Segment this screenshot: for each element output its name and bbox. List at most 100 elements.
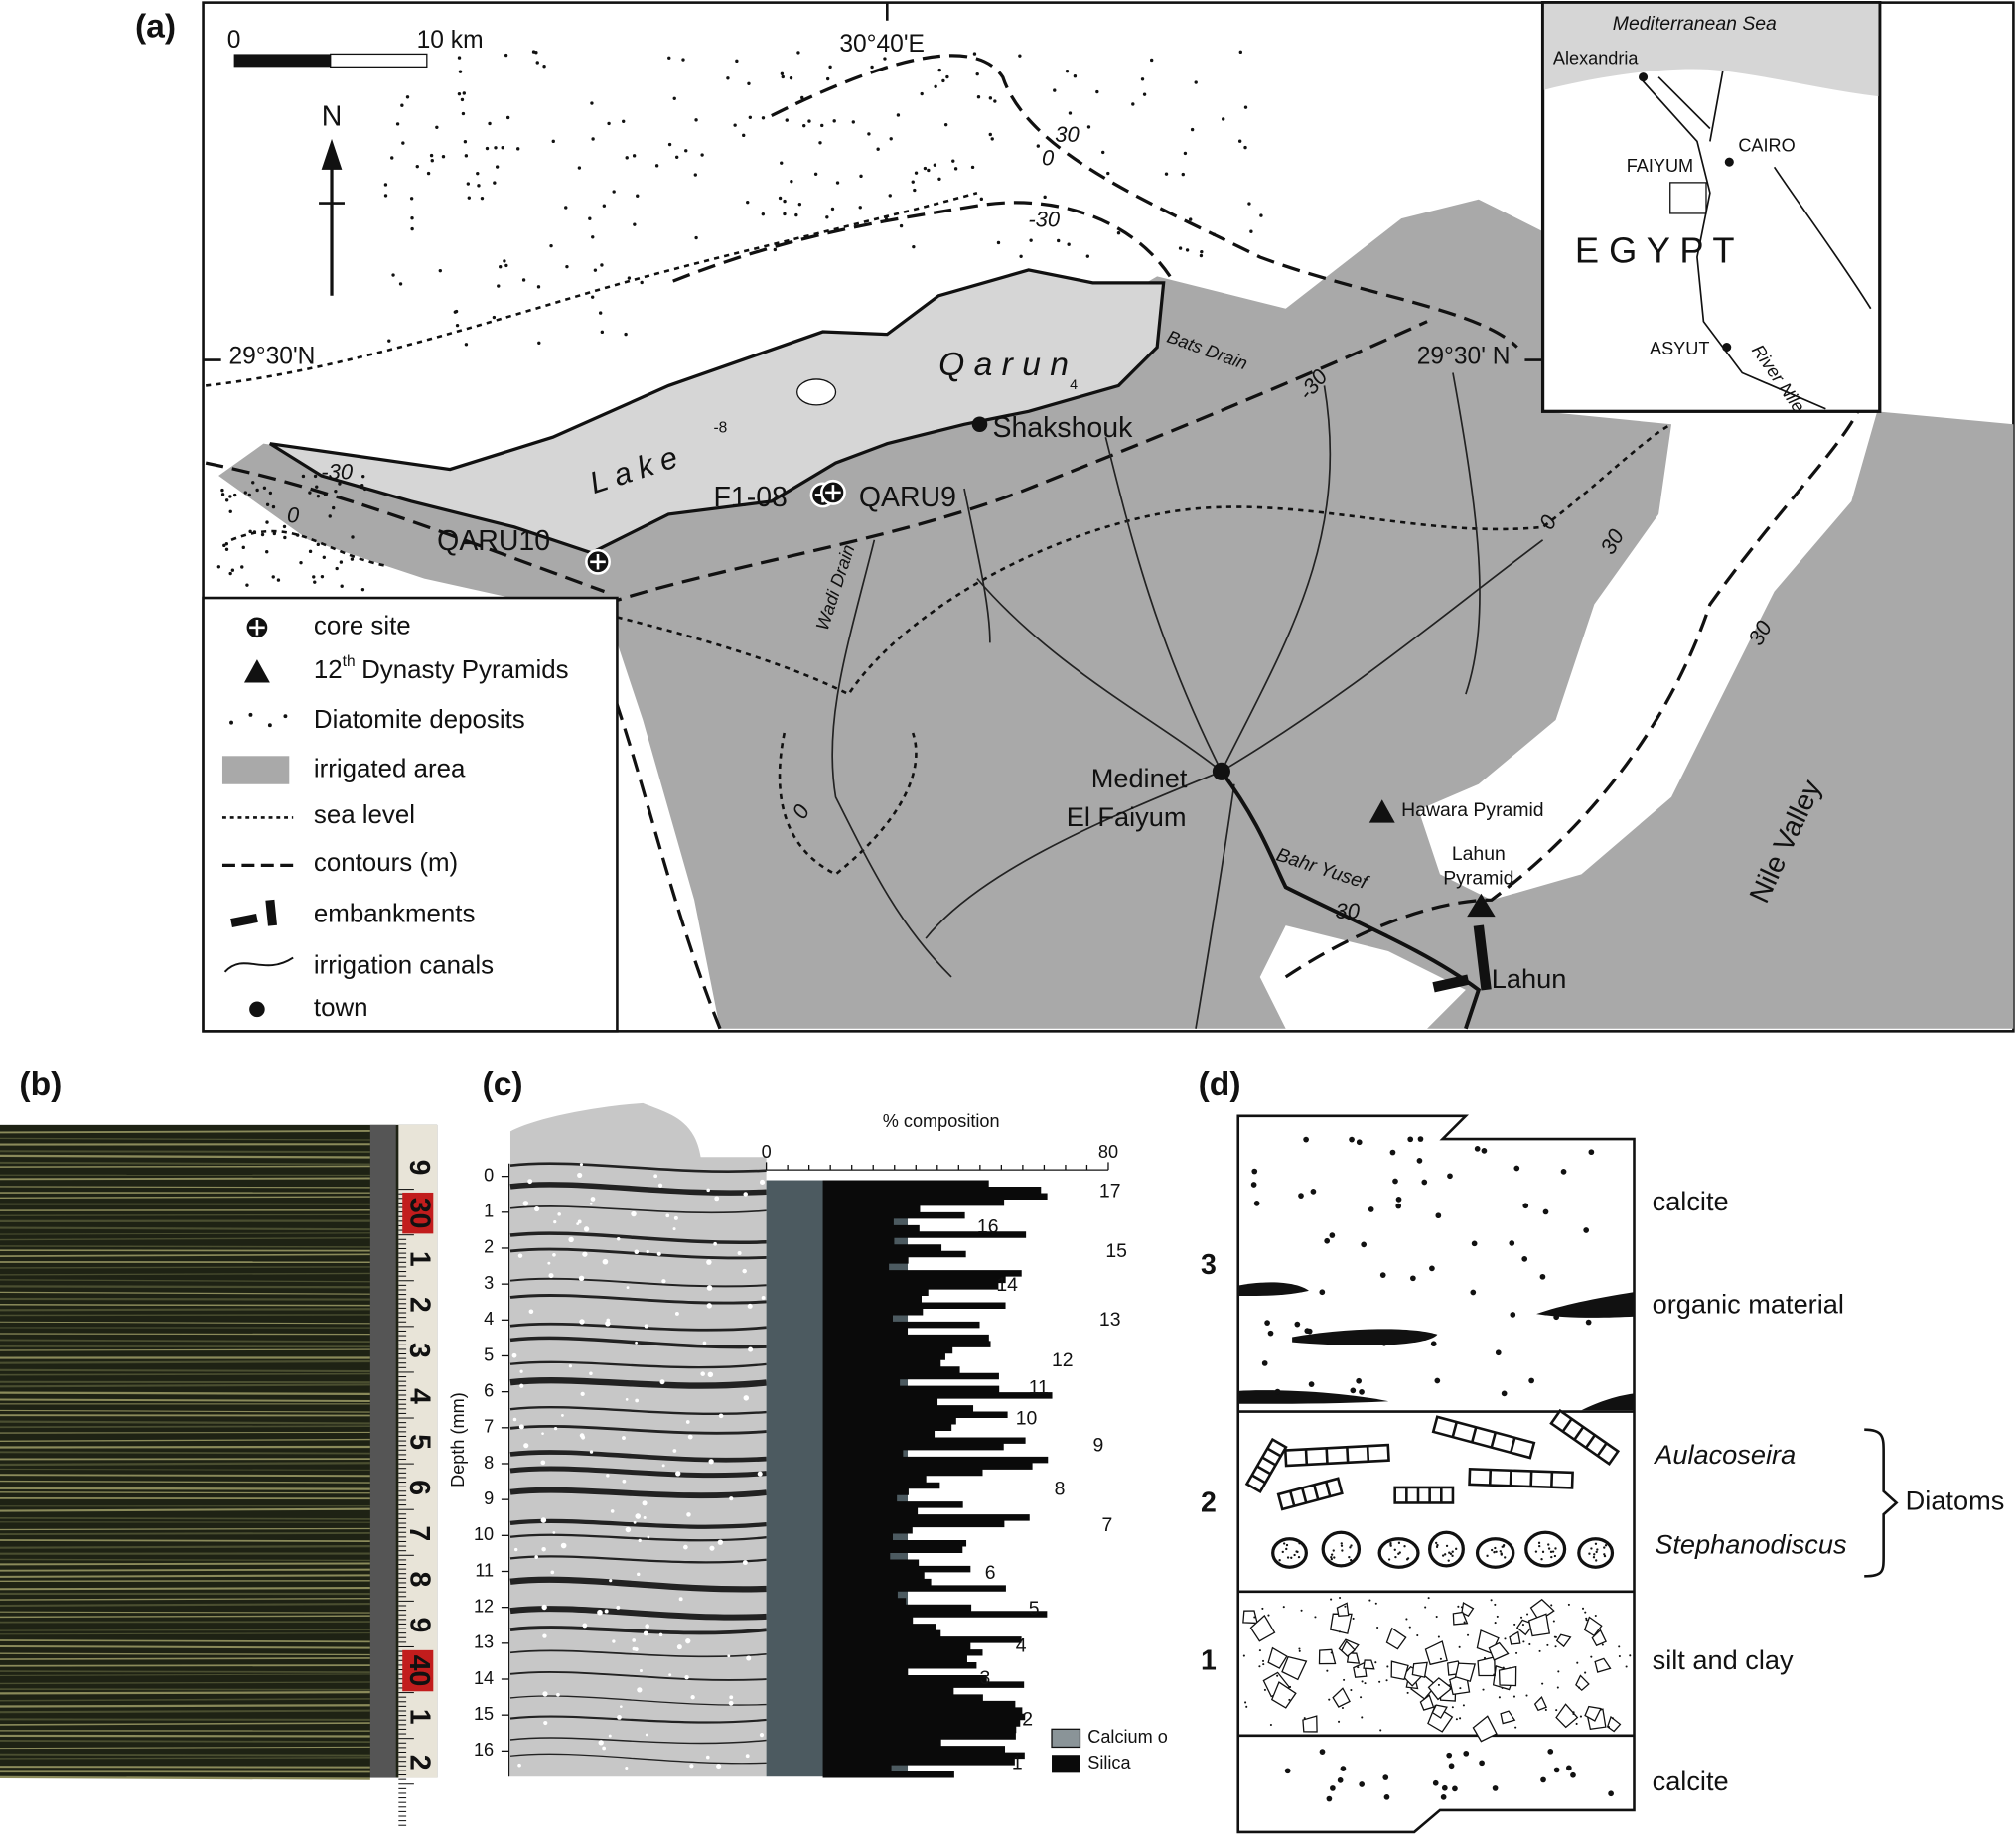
dot — [920, 91, 924, 96]
legend-calcium — [1051, 1728, 1081, 1749]
grain — [716, 1764, 722, 1770]
grain — [578, 1275, 585, 1282]
grain — [687, 1434, 693, 1440]
dot — [1259, 213, 1263, 217]
dot — [577, 166, 582, 170]
grain — [637, 1687, 643, 1693]
grain — [705, 1755, 710, 1760]
frustule-line — [1251, 1474, 1266, 1485]
legend-irrigated-icon — [221, 756, 290, 784]
grain — [761, 1296, 766, 1300]
layer-label: calcite — [1653, 1766, 1729, 1796]
dot — [937, 177, 941, 181]
layer-number: 15 — [1105, 1240, 1127, 1262]
y-tick-label: 13 — [474, 1632, 494, 1652]
city-label: ASYUT — [1650, 339, 1709, 358]
city-label: Alexandria — [1553, 48, 1639, 68]
dot — [975, 71, 979, 76]
contour-label: 30 — [1336, 899, 1361, 923]
calcite-dot — [1474, 1145, 1481, 1152]
lamina — [0, 1425, 370, 1429]
dot — [899, 223, 904, 228]
grain — [568, 1236, 574, 1243]
dot — [789, 75, 793, 80]
dot — [224, 542, 229, 546]
calcite-dot — [1383, 1793, 1390, 1800]
unit-number: 2 — [1201, 1487, 1217, 1518]
pore — [1290, 1556, 1293, 1559]
silt — [1462, 1704, 1465, 1707]
silt — [1546, 1643, 1549, 1646]
lamina — [0, 1391, 370, 1395]
dot — [726, 76, 730, 80]
calcite-dot — [1298, 1193, 1304, 1199]
town-dot — [1212, 762, 1230, 780]
pore — [1491, 1548, 1494, 1552]
grain — [638, 1538, 642, 1543]
grain — [577, 1219, 582, 1224]
grain — [708, 1459, 714, 1465]
dot — [391, 273, 395, 277]
lamina — [0, 1753, 370, 1757]
dot — [228, 509, 232, 513]
dot — [1065, 69, 1070, 73]
grain — [542, 1691, 548, 1697]
y-tick-label: 8 — [484, 1453, 494, 1473]
dot — [1243, 105, 1248, 109]
dot — [794, 212, 798, 217]
silt — [1339, 1596, 1342, 1600]
dot — [970, 165, 975, 170]
dot — [783, 212, 787, 216]
dot — [1249, 229, 1253, 233]
legend-pyramid-icon — [243, 659, 270, 683]
calcite-dot — [1361, 1241, 1368, 1248]
grain — [625, 1526, 632, 1533]
legend-text: embankments — [314, 901, 476, 928]
silt — [1261, 1607, 1264, 1610]
calcite-dot — [1324, 1237, 1331, 1244]
silt — [1408, 1626, 1411, 1629]
lamina — [0, 1603, 370, 1608]
dot — [1067, 242, 1071, 246]
grain — [668, 1673, 672, 1677]
inset-nile — [1639, 71, 1872, 410]
dot — [564, 206, 568, 210]
dot — [1185, 248, 1190, 252]
silt — [1498, 1696, 1501, 1699]
lamina — [0, 1652, 370, 1656]
dot — [426, 171, 431, 176]
town-label: Lahun — [1452, 843, 1506, 865]
silt — [1618, 1645, 1621, 1648]
site-label: F1-08 — [714, 482, 788, 513]
dot — [453, 310, 458, 314]
frustule-line — [1596, 1442, 1608, 1457]
grain — [678, 1597, 683, 1602]
dot — [230, 568, 235, 572]
pore — [1348, 1555, 1351, 1559]
pore — [1541, 1550, 1545, 1553]
pore — [1553, 1554, 1557, 1558]
silt — [1330, 1651, 1333, 1654]
silt — [1405, 1618, 1408, 1621]
island — [796, 378, 837, 406]
silt — [1262, 1663, 1265, 1666]
city-label: CAIRO — [1738, 135, 1795, 155]
grain — [706, 1285, 713, 1291]
lamina — [0, 1245, 370, 1248]
silt — [1386, 1665, 1389, 1668]
dot — [943, 122, 948, 127]
grain — [589, 1371, 593, 1376]
legend-silica — [1052, 1755, 1080, 1773]
dot — [636, 194, 640, 198]
layer-number: 16 — [977, 1216, 999, 1238]
silt — [1556, 1686, 1559, 1689]
silt — [1494, 1603, 1497, 1606]
pore — [1340, 1542, 1343, 1545]
embankment — [1432, 924, 1492, 993]
lamina — [0, 1339, 370, 1344]
calcite-dot — [1470, 1289, 1477, 1296]
grain — [1477, 1656, 1496, 1677]
dot — [941, 78, 945, 83]
dot — [884, 217, 889, 221]
grain — [728, 1700, 734, 1706]
